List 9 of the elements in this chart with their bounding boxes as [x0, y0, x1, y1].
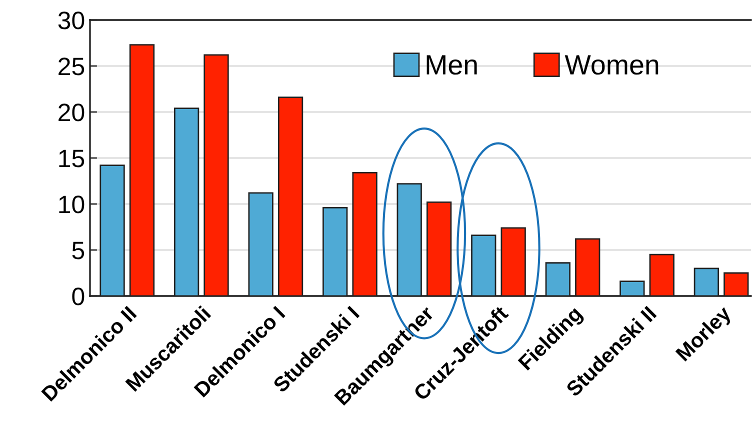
- y-tick-label: 0: [72, 288, 84, 306]
- legend-label: Women: [564, 55, 658, 75]
- legend-label: Men: [426, 55, 477, 75]
- y-tick-label: 25: [58, 58, 84, 76]
- y-tick-label: 5: [72, 242, 84, 260]
- y-tick-label: 30: [58, 12, 84, 30]
- y-tick-label: 15: [59, 150, 84, 168]
- y-tick-label: 10: [59, 196, 84, 214]
- y-tick-label: 20: [58, 104, 84, 122]
